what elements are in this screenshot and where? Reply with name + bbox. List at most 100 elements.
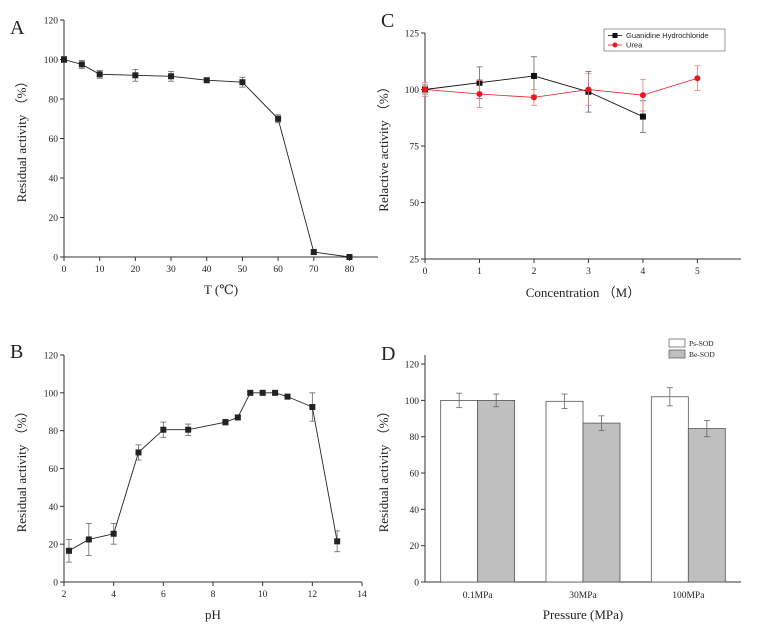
y-tick-label: 100: [44, 56, 59, 66]
data-point: [530, 94, 537, 101]
y-axis-label: Residual activity （%）: [14, 405, 29, 533]
y-tick-label: 40: [49, 175, 59, 185]
x-axis-label: Pressure (MPa): [543, 607, 624, 622]
y-tick-label: 50: [410, 199, 420, 209]
x-tick-label: 80: [345, 265, 355, 275]
x-category-label: 0.1MPa: [463, 591, 494, 601]
legend-box: [603, 28, 726, 52]
y-axis-label: Relactive activity （%）: [376, 80, 391, 211]
x-axis-label: T (℃): [204, 282, 238, 297]
data-point: [239, 79, 246, 86]
bar: [477, 399, 516, 583]
data-point: [309, 404, 316, 411]
x-tick-label: 1: [477, 267, 482, 277]
series-line: [424, 77, 698, 98]
legend-label: Guanidine Hydrochloride: [626, 31, 709, 40]
y-tick-label: 40: [410, 506, 420, 516]
data-point: [61, 56, 67, 63]
panel-letter-d: D: [381, 343, 395, 365]
x-axis-label: Concentration （M）: [526, 285, 640, 300]
y-tick-label: 20: [49, 214, 59, 224]
x-tick-label: 4: [641, 267, 646, 277]
data-point: [78, 61, 85, 68]
y-tick-label: 60: [49, 135, 59, 145]
bar: [545, 400, 584, 583]
data-point: [476, 91, 483, 98]
y-tick-label: 25: [410, 256, 420, 266]
data-point: [234, 414, 241, 421]
data-point: [334, 538, 341, 545]
series-line: [63, 59, 350, 258]
data-point: [132, 72, 139, 79]
legend-marker: [612, 33, 618, 38]
legend-label: Ps-SOD: [689, 339, 714, 348]
data-point: [203, 77, 210, 84]
y-tick-label: 20: [49, 541, 59, 551]
data-point: [694, 75, 701, 82]
y-tick-label: 125: [405, 30, 420, 40]
y-tick-label: 0: [53, 579, 58, 589]
legend-marker: [612, 42, 618, 48]
y-tick-label: 0: [53, 254, 58, 264]
data-point: [422, 86, 428, 93]
chart-a: 0 20 40 60 80 100 120 0 10 20 30 40 50 60 70 80 T (℃) Res…: [14, 17, 378, 297]
y-tick-label: 60: [49, 465, 59, 475]
y-tick-label: 100: [405, 397, 420, 407]
data-point: [346, 254, 353, 260]
y-tick-label: 80: [49, 96, 59, 106]
data-point: [222, 419, 229, 426]
data-point: [135, 449, 142, 456]
data-point: [247, 389, 254, 396]
bar: [440, 399, 479, 583]
y-axis-label: Residual activity （%）: [14, 75, 29, 203]
panel-letter-c: C: [381, 10, 394, 32]
data-point: [284, 393, 291, 400]
x-tick-label: 3: [586, 267, 591, 277]
data-point: [585, 86, 592, 93]
data-point: [275, 115, 282, 122]
data-point: [96, 71, 103, 78]
data-point: [639, 113, 646, 120]
x-tick-label: 14: [357, 590, 367, 600]
data-point: [110, 530, 117, 537]
x-category-label: 100MPa: [672, 591, 705, 601]
y-tick-label: 60: [410, 470, 420, 480]
y-tick-label: 80: [410, 433, 420, 443]
x-tick-label: 12: [308, 590, 318, 600]
x-tick-label: 0: [62, 265, 67, 275]
x-tick-label: 10: [258, 590, 268, 600]
data-point: [272, 389, 279, 396]
y-tick-label: 100: [44, 389, 59, 399]
y-tick-label: 0: [414, 579, 419, 589]
y-tick-label: 40: [49, 503, 59, 513]
data-point: [65, 547, 72, 554]
y-tick-label: 120: [405, 361, 420, 371]
y-tick-label: 75: [410, 143, 420, 153]
x-tick-label: 2: [62, 590, 67, 600]
data-point: [310, 249, 317, 256]
panel-letter-b: B: [10, 341, 23, 363]
x-tick-label: 4: [111, 590, 116, 600]
data-point: [85, 536, 92, 543]
legend-swatch: [668, 338, 686, 348]
panel-letter-a: A: [10, 17, 25, 39]
legend-swatch: [668, 349, 686, 359]
y-tick-label: 80: [49, 427, 59, 437]
legend-label: Be-SOD: [689, 350, 715, 359]
legend-label: Urea: [626, 41, 643, 50]
x-tick-label: 60: [273, 265, 283, 275]
x-tick-label: 40: [202, 265, 212, 275]
x-category-label: 30MPa: [569, 591, 597, 601]
data-point: [168, 73, 175, 80]
chart-c: 25 50 75 100 125 0 1 2 3 4 5 Concentration （M） Relac…: [376, 28, 741, 300]
y-tick-label: 100: [405, 86, 420, 96]
x-tick-label: 30: [166, 265, 176, 275]
data-point: [259, 389, 266, 396]
x-tick-label: 70: [309, 265, 319, 275]
y-axis-label: Residual activity （%）: [376, 405, 391, 533]
bar: [582, 422, 621, 583]
y-tick-label: 20: [410, 542, 420, 552]
data-point: [185, 426, 192, 433]
